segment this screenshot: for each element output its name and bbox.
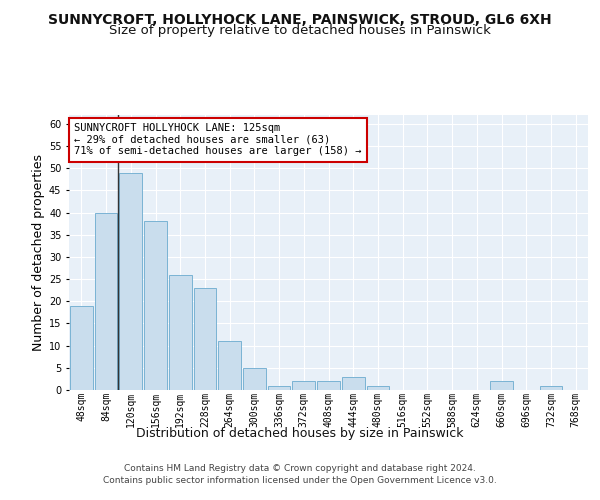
Bar bbox=[243, 368, 266, 390]
Text: Size of property relative to detached houses in Painswick: Size of property relative to detached ho… bbox=[109, 24, 491, 37]
Bar bbox=[194, 288, 216, 390]
Bar bbox=[539, 386, 562, 390]
Bar bbox=[490, 381, 513, 390]
Bar bbox=[169, 274, 191, 390]
Bar bbox=[317, 381, 340, 390]
Bar bbox=[342, 376, 365, 390]
Bar bbox=[218, 341, 241, 390]
Text: Contains HM Land Registry data © Crown copyright and database right 2024.: Contains HM Land Registry data © Crown c… bbox=[124, 464, 476, 473]
Bar bbox=[292, 381, 315, 390]
Y-axis label: Number of detached properties: Number of detached properties bbox=[32, 154, 44, 351]
Bar bbox=[268, 386, 290, 390]
Bar bbox=[144, 222, 167, 390]
Bar bbox=[70, 306, 93, 390]
Text: SUNNYCROFT, HOLLYHOCK LANE, PAINSWICK, STROUD, GL6 6XH: SUNNYCROFT, HOLLYHOCK LANE, PAINSWICK, S… bbox=[48, 12, 552, 26]
Text: Contains public sector information licensed under the Open Government Licence v3: Contains public sector information licen… bbox=[103, 476, 497, 485]
Bar bbox=[367, 386, 389, 390]
Bar bbox=[95, 212, 118, 390]
Text: SUNNYCROFT HOLLYHOCK LANE: 125sqm
← 29% of detached houses are smaller (63)
71% : SUNNYCROFT HOLLYHOCK LANE: 125sqm ← 29% … bbox=[74, 123, 362, 156]
Text: Distribution of detached houses by size in Painswick: Distribution of detached houses by size … bbox=[136, 428, 464, 440]
Bar bbox=[119, 172, 142, 390]
